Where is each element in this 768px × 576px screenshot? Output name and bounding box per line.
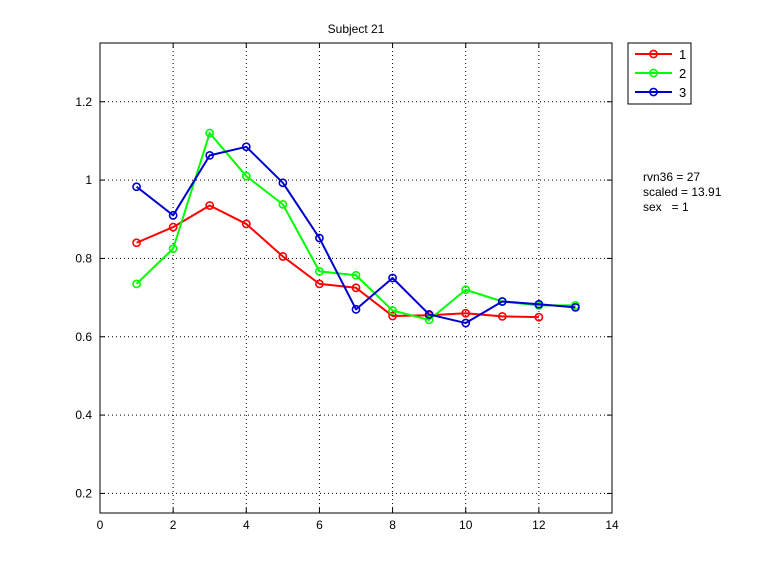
data-point (388, 306, 397, 315)
grid-lines (100, 43, 612, 513)
series-1 (132, 201, 544, 322)
legend-label: 2 (679, 66, 686, 81)
y-tick-label: 1 (85, 173, 92, 187)
chart-title: Subject 21 (328, 22, 385, 36)
x-tick-label: 0 (97, 518, 104, 532)
data-point (424, 315, 434, 325)
annotation-line: scaled = 13.91 (643, 185, 722, 199)
legend-entry: 1 (635, 47, 686, 62)
data-point (132, 279, 141, 289)
data-point (132, 238, 141, 248)
data-point (168, 210, 178, 220)
data-point (278, 252, 288, 261)
legend-marker (649, 49, 658, 59)
data-point (278, 178, 288, 188)
annotation-line: sex = 1 (643, 200, 689, 214)
y-tick-label: 0.4 (75, 408, 92, 422)
data-point (497, 297, 507, 306)
data-point (424, 310, 434, 319)
legend-entry: 3 (635, 85, 686, 100)
legend: 1 2 3 (627, 42, 692, 105)
data-point (315, 279, 324, 289)
series-3 (132, 142, 580, 328)
data-point (571, 302, 580, 312)
data-point (351, 270, 361, 280)
legend-label: 3 (679, 85, 686, 100)
data-point (351, 304, 361, 314)
x-tick-label: 6 (316, 518, 323, 532)
y-tick-label: 0.6 (75, 330, 92, 344)
data-point (388, 273, 397, 283)
data-point (205, 151, 215, 160)
y-tick-label: 0.8 (75, 251, 92, 265)
annotation-line: rvn36 = 27 (643, 170, 700, 184)
data-point (497, 311, 507, 321)
data-point (241, 219, 251, 229)
axis-ticks (99, 43, 613, 513)
data-point (278, 199, 288, 209)
series-line (135, 145, 576, 325)
annotation-text: rvn36 = 27 scaled = 13.91 sex = 1 (643, 170, 722, 214)
plot-area (99, 42, 613, 514)
x-tick-label: 2 (170, 518, 177, 532)
data-point (315, 266, 324, 276)
x-tick-label: 14 (605, 518, 619, 532)
data-point (351, 283, 361, 293)
data-point (461, 285, 471, 295)
series-layer (132, 128, 580, 328)
x-tick-labels: 0 2 4 6 8 10 12 14 (97, 518, 619, 532)
data-point (205, 201, 215, 210)
data-point (241, 142, 251, 152)
y-tick-labels: 0.2 0.4 0.6 0.8 1 1.2 (75, 95, 92, 501)
data-point (461, 318, 471, 328)
data-point (534, 299, 544, 309)
y-tick-label: 0.2 (75, 486, 92, 500)
data-point (168, 222, 178, 232)
x-tick-label: 4 (243, 518, 250, 532)
y-tick-label: 1.2 (75, 95, 92, 109)
data-point (461, 308, 471, 318)
legend-marker (649, 68, 658, 78)
legend-marker (649, 87, 658, 97)
data-point (534, 312, 544, 322)
series-line (136, 204, 539, 319)
data-point (388, 311, 397, 321)
legend-label: 1 (679, 47, 686, 62)
x-tick-label: 10 (459, 518, 473, 532)
data-point (132, 182, 141, 192)
x-tick-label: 8 (389, 518, 396, 532)
data-point (315, 233, 324, 243)
data-point (241, 171, 251, 181)
data-point (205, 128, 215, 138)
x-tick-label: 12 (532, 518, 546, 532)
data-point (168, 244, 178, 254)
legend-entry: 2 (635, 66, 686, 81)
